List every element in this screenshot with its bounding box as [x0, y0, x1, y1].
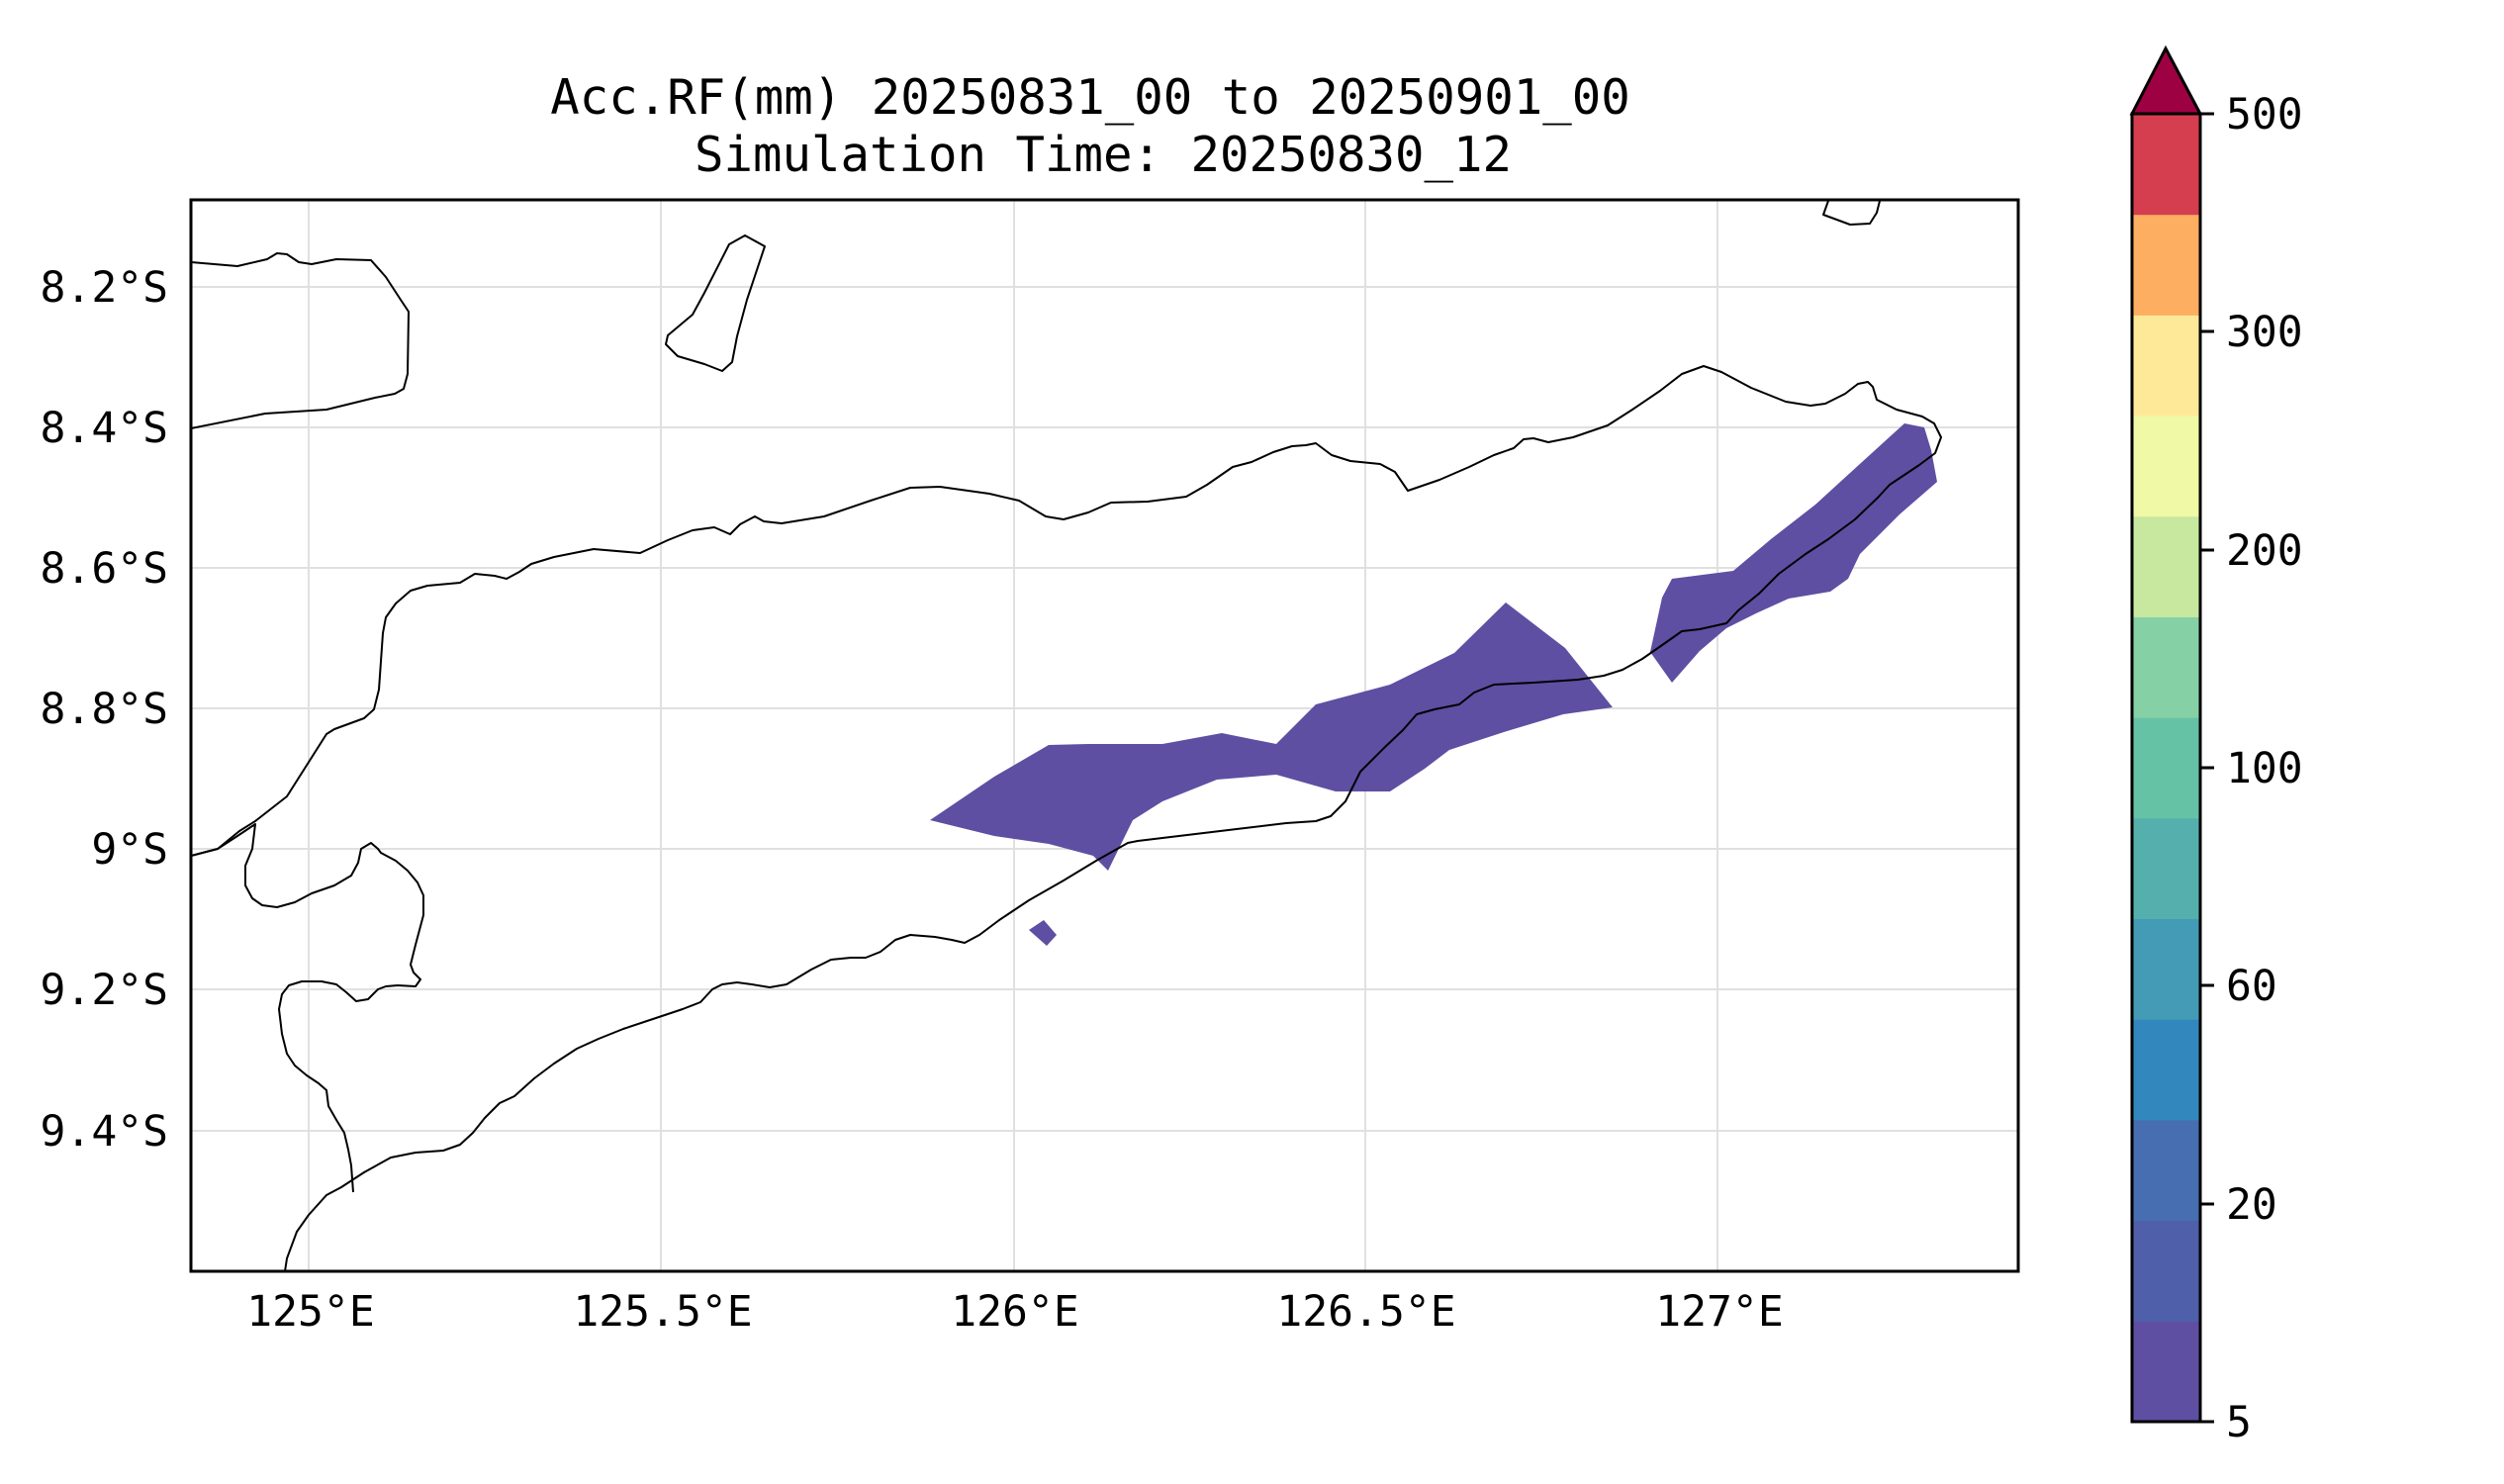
colorbar-segment [2132, 616, 2200, 718]
lon-tick-label: 126.5°E [1276, 1287, 1455, 1337]
colorbar-segment [2132, 717, 2200, 819]
colorbar-segment [2132, 1019, 2200, 1121]
lat-tick-label: 9.2°S [41, 966, 168, 1015]
map-title-line1: Acc.RF(mm) 20250831_00 to 20250901_00 [550, 69, 1630, 126]
colorbar-segments [2132, 114, 2200, 1423]
colorbar-tick-label: 60 [2226, 962, 2277, 1011]
map-gridlines [191, 200, 2018, 1271]
colorbar-segment [2132, 1119, 2200, 1222]
coastlines [191, 200, 1942, 1271]
colorbar-tick-label: 500 [2226, 90, 2303, 139]
lon-tick-label: 125.5°E [573, 1287, 752, 1337]
colorbar-tick-label: 100 [2226, 744, 2303, 793]
lat-tick-label: 8.4°S [41, 404, 168, 453]
colorbar-segment [2132, 918, 2200, 1020]
map-title-line2: Simulation Time: 20250830_12 [695, 127, 1512, 183]
colorbar-tick-label: 200 [2226, 526, 2303, 576]
colorbar-segment [2132, 416, 2200, 517]
lat-tick-label: 8.6°S [41, 544, 168, 594]
colorbar-segment [2132, 214, 2200, 316]
lon-tick-label: 125°E [246, 1287, 374, 1337]
map-panel [189, 198, 2020, 1273]
colorbar-segment [2132, 315, 2200, 417]
colorbar-extend-triangle [2129, 45, 2203, 116]
colorbar-segment [2132, 817, 2200, 920]
rainfall-area [930, 423, 1937, 946]
lon-tick-label: 126°E [951, 1287, 1078, 1337]
colorbar-tick-label: 300 [2226, 308, 2303, 357]
lat-tick-label: 8.2°S [41, 263, 168, 313]
longitude-labels: 125°E 125.5°E 126°E 126.5°E 127°E [246, 1287, 1783, 1337]
colorbar: 5 20 60 100 200 300 500 [2129, 45, 2303, 1447]
colorbar-ticks [2200, 112, 2214, 1424]
colorbar-tick-labels: 5 20 60 100 200 300 500 [2226, 90, 2303, 1447]
colorbar-tick-label: 20 [2226, 1180, 2277, 1230]
latitude-labels: 8.2°S 8.4°S 8.6°S 8.8°S 9°S 9.2°S 9.4°S [41, 263, 168, 1157]
colorbar-tick-label: 5 [2226, 1398, 2252, 1447]
lat-tick-label: 9°S [91, 825, 168, 875]
colorbar-segment [2132, 1220, 2200, 1322]
lon-tick-label: 127°E [1655, 1287, 1783, 1337]
colorbar-segment [2132, 515, 2200, 617]
lat-tick-label: 8.8°S [41, 685, 168, 734]
map-frame [189, 198, 2020, 1273]
colorbar-segment [2132, 114, 2200, 216]
lat-tick-label: 9.4°S [41, 1107, 168, 1157]
colorbar-segment [2132, 1321, 2200, 1423]
